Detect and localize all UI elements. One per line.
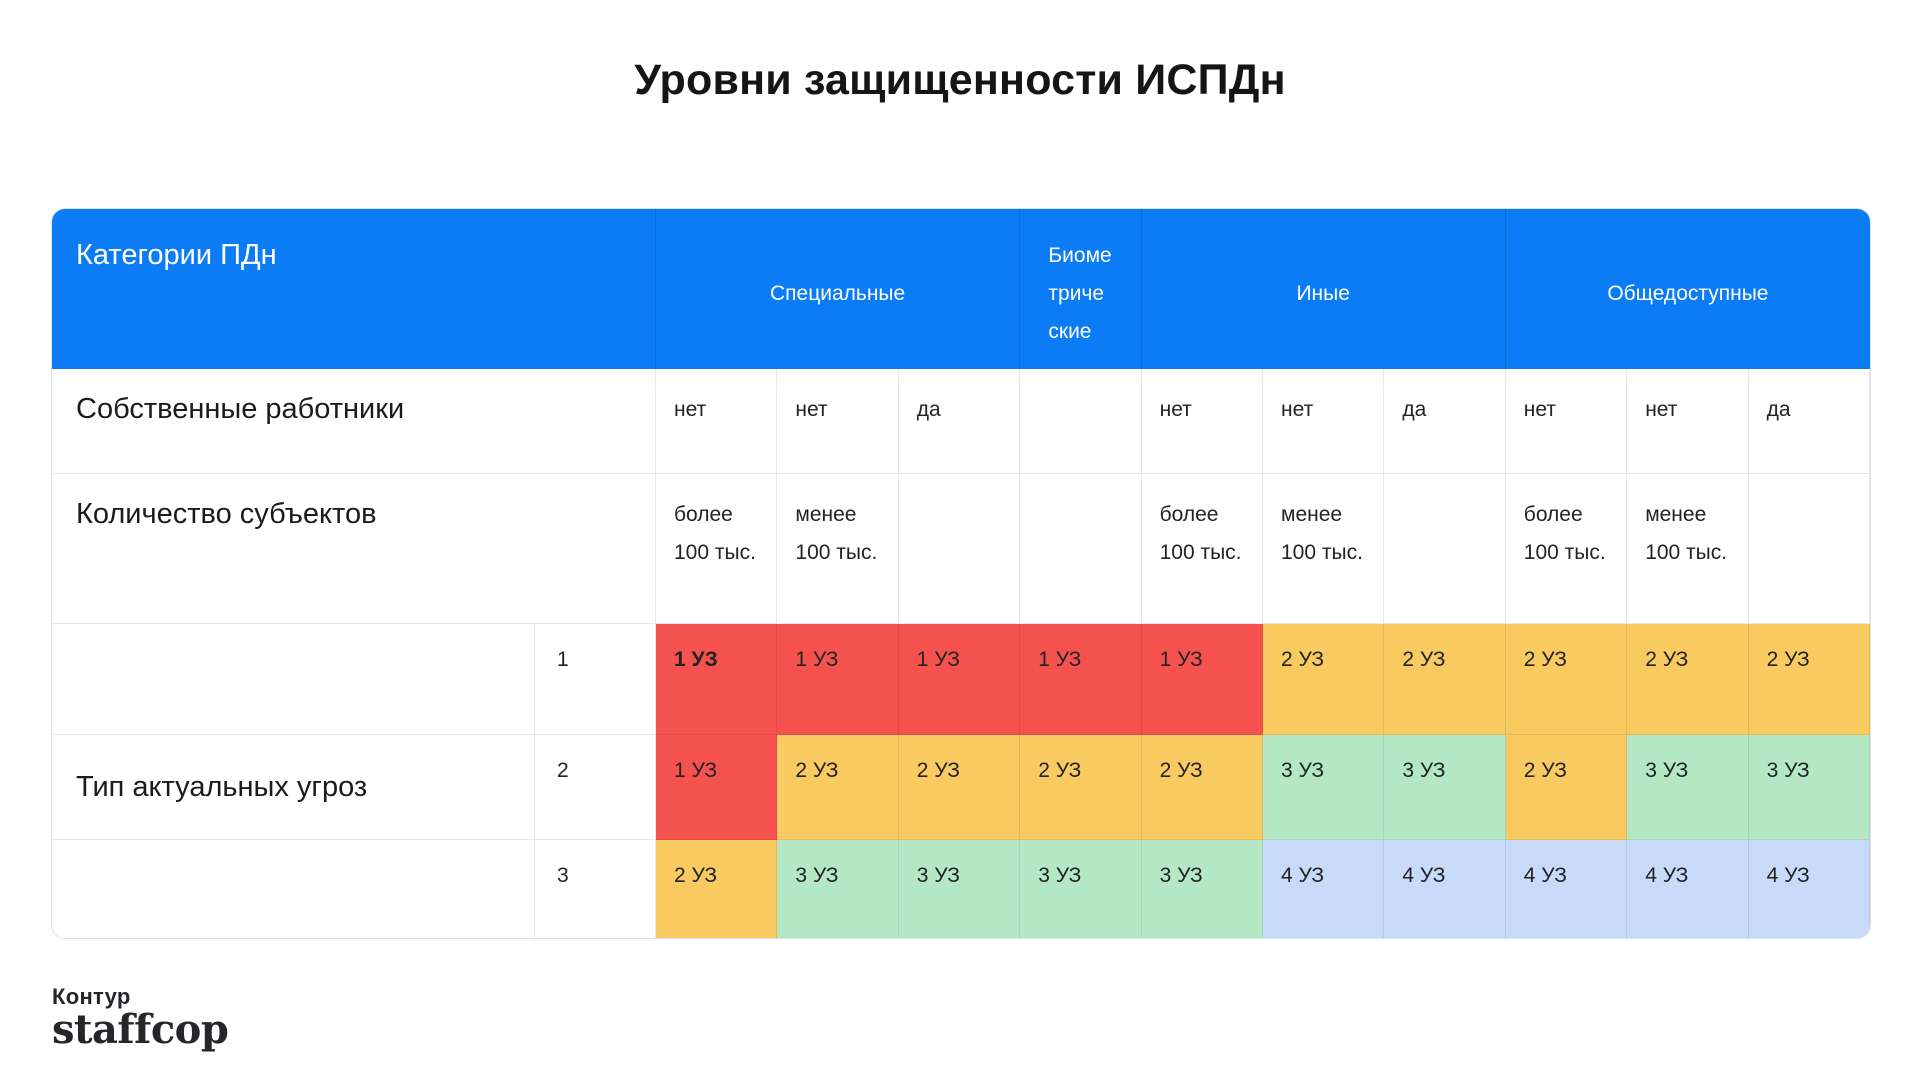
own-employees-cell: да [898, 369, 1021, 474]
uz-cell: 2 УЗ [1505, 624, 1628, 735]
uz-cell: 3 УЗ [1748, 735, 1870, 840]
uz-cell: 2 УЗ [1020, 735, 1142, 840]
subjects-count-cell: менее 100 тыс. [1263, 474, 1385, 624]
uz-cell: 3 УЗ [1263, 735, 1385, 840]
subjects-count-cell: более 100 тыс. [1141, 474, 1263, 624]
uz-cell: 2 УЗ [1748, 624, 1870, 735]
uz-cell: 4 УЗ [1748, 840, 1870, 938]
uz-cell: 1 УЗ [1141, 624, 1263, 735]
header-group-biometric: Биометрические [1020, 209, 1142, 369]
subjects-count-cell [1748, 474, 1870, 624]
header-group-other: Иные [1141, 209, 1506, 369]
uz-cell: 1 УЗ [656, 735, 778, 840]
subjects-count-cell: более 100 тыс. [1505, 474, 1628, 624]
own-employees-cell: нет [1263, 369, 1385, 474]
threat-level-number: 1 [535, 624, 656, 735]
uz-cell: 4 УЗ [1263, 840, 1385, 938]
own-employees-cell: нет [1141, 369, 1263, 474]
subjects-count-cell [898, 474, 1021, 624]
uz-cell: 4 УЗ [1505, 840, 1628, 938]
row-label-threat-type: Тип актуальных угроз [52, 735, 535, 840]
page-title: Уровни защищенности ИСПДн [634, 56, 1286, 104]
logo-staffcop-text: staffcop [52, 1006, 229, 1053]
uz-cell: 1 УЗ [777, 624, 899, 735]
header-group-special: Специальные [656, 209, 1021, 369]
uz-cell: 2 УЗ [1141, 735, 1263, 840]
subjects-count-cell [1020, 474, 1142, 624]
threat-type-label-spacer [52, 624, 535, 735]
uz-cell: 2 УЗ [1505, 735, 1628, 840]
threat-level-number: 3 [535, 840, 656, 938]
own-employees-cell: да [1384, 369, 1506, 474]
kontur-staffcop-logo: Контур staffcop [52, 984, 229, 1053]
subjects-count-cell: более 100 тыс. [656, 474, 778, 624]
uz-cell: 3 УЗ [898, 840, 1021, 938]
uz-cell: 3 УЗ [777, 840, 899, 938]
uz-cell: 2 УЗ [777, 735, 899, 840]
header-group-public: Общедоступные [1505, 209, 1870, 369]
uz-cell: 1 УЗ [1020, 624, 1142, 735]
uz-cell: 4 УЗ [1627, 840, 1749, 938]
uz-cell: 2 УЗ [1384, 624, 1506, 735]
subjects-count-cell [1384, 474, 1506, 624]
own-employees-cell [1020, 369, 1142, 474]
uz-cell: 1 УЗ [898, 624, 1021, 735]
threat-type-label-spacer [52, 840, 535, 938]
subjects-count-cell: менее 100 тыс. [777, 474, 899, 624]
own-employees-cell: да [1748, 369, 1870, 474]
uz-cell: 2 УЗ [898, 735, 1021, 840]
ispdn-levels-table: Категории ПДн Специальные Биометрические… [51, 208, 1871, 939]
uz-cell: 3 УЗ [1627, 735, 1749, 840]
threat-level-number: 2 [535, 735, 656, 840]
row-label-own-employees: Собственные работники [52, 369, 656, 474]
logo-kontur-text: Контур [52, 984, 131, 1009]
own-employees-cell: нет [1627, 369, 1749, 474]
own-employees-cell: нет [777, 369, 899, 474]
uz-cell: 2 УЗ [1263, 624, 1385, 735]
uz-cell: 2 УЗ [1627, 624, 1749, 735]
uz-cell: 3 УЗ [1141, 840, 1263, 938]
subjects-count-cell: менее 100 тыс. [1627, 474, 1749, 624]
uz-cell: 1 УЗ [656, 624, 778, 735]
header-categories-pdn: Категории ПДн [52, 209, 656, 369]
uz-cell: 3 УЗ [1020, 840, 1142, 938]
own-employees-cell: нет [656, 369, 778, 474]
uz-cell: 3 УЗ [1384, 735, 1506, 840]
uz-cell: 4 УЗ [1384, 840, 1506, 938]
own-employees-cell: нет [1505, 369, 1628, 474]
row-label-subjects-count: Количество субъектов [52, 474, 656, 624]
uz-cell: 2 УЗ [656, 840, 778, 938]
